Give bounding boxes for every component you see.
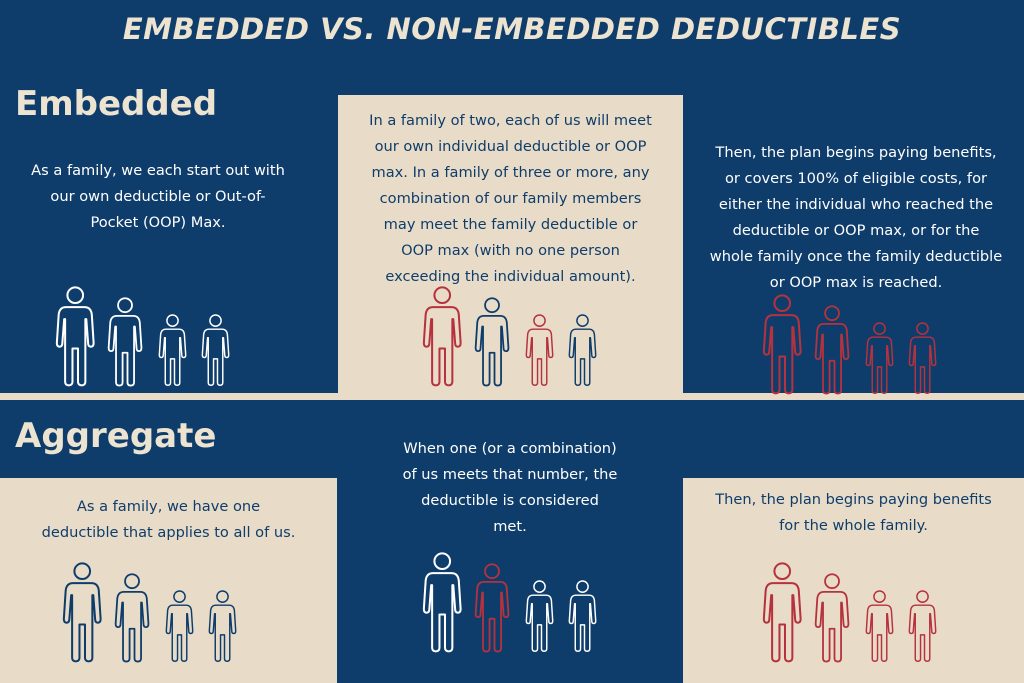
person-icon bbox=[815, 305, 850, 395]
person-icon bbox=[762, 562, 802, 663]
person-icon bbox=[908, 322, 937, 395]
embedded-col2-text: In a family of two, each of us will meet… bbox=[338, 108, 683, 290]
text-line: In a family of two, each of us will meet bbox=[369, 112, 652, 129]
person-icon bbox=[762, 294, 802, 395]
aggregate-family-1 bbox=[62, 553, 251, 663]
aggregate-col2-text: When one (or a combination) of us meets … bbox=[360, 436, 660, 540]
text-line: of us meets that number, the bbox=[402, 466, 618, 483]
text-line: met. bbox=[493, 518, 527, 535]
embedded-family-3 bbox=[762, 285, 951, 395]
text-line: exceeding the individual amount). bbox=[385, 268, 636, 285]
text-line: or covers 100% of eligible costs, for bbox=[724, 170, 987, 187]
embedded-col1-text: As a family, we each start out with our … bbox=[8, 158, 308, 236]
person-icon bbox=[525, 314, 553, 387]
text-line: our own deductible or Out-of- bbox=[50, 188, 266, 205]
aggregate-col3-text: Then, the plan begins paying benefits fo… bbox=[683, 487, 1024, 539]
person-icon bbox=[201, 314, 230, 387]
text-line: max. In a family of three or more, any bbox=[371, 164, 650, 181]
person-icon bbox=[108, 297, 143, 387]
text-line: deductible that applies to all of us. bbox=[41, 524, 296, 541]
person-icon bbox=[865, 322, 893, 395]
person-icon bbox=[62, 562, 102, 663]
embedded-family-2 bbox=[422, 277, 611, 387]
person-icon bbox=[422, 552, 462, 653]
person-icon bbox=[815, 573, 850, 663]
aggregate-left-panel bbox=[0, 478, 337, 683]
person-icon bbox=[908, 590, 937, 663]
text-line: Then, the plan begins paying benefits bbox=[715, 491, 992, 508]
text-line: When one (or a combination) bbox=[403, 440, 617, 457]
text-line: may meet the family deductible or bbox=[383, 216, 638, 233]
person-icon bbox=[475, 297, 510, 387]
text-line: whole family once the family deductible bbox=[709, 248, 1003, 265]
text-line: for the whole family. bbox=[779, 517, 928, 534]
text-line: As a family, we each start out with bbox=[31, 162, 285, 179]
text-line: our own individual deductible or OOP bbox=[374, 138, 647, 155]
aggregate-family-3 bbox=[762, 553, 951, 663]
person-icon bbox=[525, 580, 553, 653]
aggregate-family-2 bbox=[422, 543, 611, 653]
person-icon bbox=[475, 563, 510, 653]
text-line: As a family, we have one bbox=[76, 498, 261, 515]
page-title: EMBEDDED VS. NON-EMBEDDED DEDUCTIBLES bbox=[122, 12, 902, 46]
text-line: Then, the plan begins paying benefits, bbox=[715, 144, 997, 161]
text-line: or OOP max is reached. bbox=[769, 274, 943, 291]
text-line: deductible or OOP max, or for the bbox=[732, 222, 980, 239]
embedded-family-1 bbox=[55, 277, 244, 387]
section-divider bbox=[0, 393, 1024, 400]
person-icon bbox=[158, 314, 186, 387]
text-line: combination of our family members bbox=[379, 190, 642, 207]
person-icon bbox=[165, 590, 193, 663]
text-line: OOP max (with no one person bbox=[401, 242, 620, 259]
person-icon bbox=[568, 314, 597, 387]
text-line: deductible is considered bbox=[421, 492, 599, 509]
person-icon bbox=[865, 590, 893, 663]
embedded-middle-panel bbox=[338, 95, 683, 398]
person-icon bbox=[55, 286, 95, 387]
person-icon bbox=[422, 286, 462, 387]
aggregate-col1-text: As a family, we have one deductible that… bbox=[0, 494, 337, 546]
embedded-col3-text: Then, the plan begins paying benefits, o… bbox=[696, 140, 1016, 296]
embedded-heading: Embedded bbox=[15, 84, 218, 124]
person-icon bbox=[568, 580, 597, 653]
aggregate-right-panel bbox=[683, 478, 1024, 683]
person-icon bbox=[208, 590, 237, 663]
person-icon bbox=[115, 573, 150, 663]
aggregate-heading: Aggregate bbox=[15, 416, 217, 456]
text-line: Pocket (OOP) Max. bbox=[90, 214, 226, 231]
text-line: either the individual who reached the bbox=[718, 196, 994, 213]
